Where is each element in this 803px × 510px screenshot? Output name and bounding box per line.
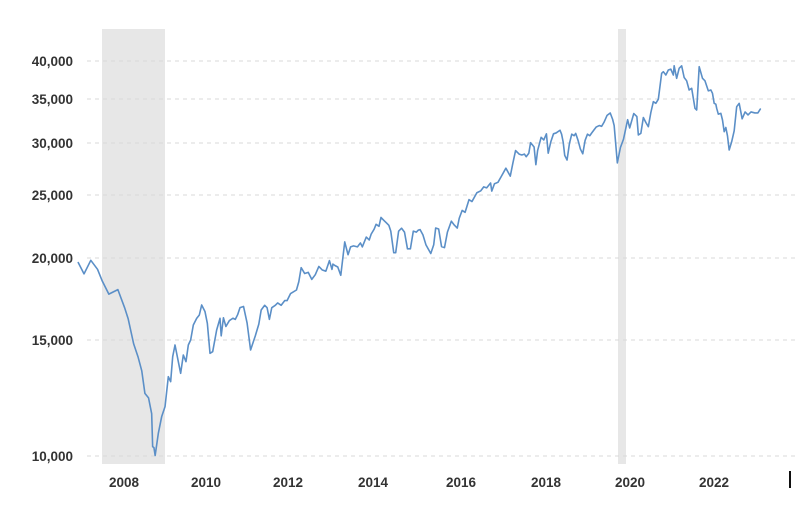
svg-text:2016: 2016 [446, 475, 477, 490]
svg-text:20,000: 20,000 [32, 251, 73, 266]
svg-text:2018: 2018 [531, 475, 562, 490]
svg-text:10,000: 10,000 [32, 449, 73, 464]
svg-text:35,000: 35,000 [32, 92, 73, 107]
svg-text:2022: 2022 [699, 475, 729, 490]
svg-text:2020: 2020 [615, 475, 645, 490]
svg-text:40,000: 40,000 [32, 54, 73, 69]
svg-text:30,000: 30,000 [32, 136, 73, 151]
svg-text:2012: 2012 [273, 475, 303, 490]
svg-text:25,000: 25,000 [32, 188, 73, 203]
svg-text:2008: 2008 [109, 475, 140, 490]
svg-text:2014: 2014 [358, 475, 389, 490]
svg-text:15,000: 15,000 [32, 333, 73, 348]
svg-text:2010: 2010 [191, 475, 221, 490]
